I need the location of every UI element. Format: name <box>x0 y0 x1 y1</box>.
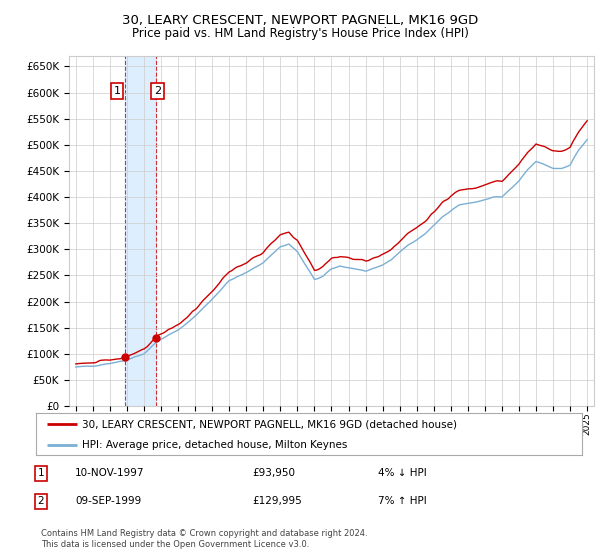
Text: 1: 1 <box>113 86 121 96</box>
Text: 7% ↑ HPI: 7% ↑ HPI <box>378 496 427 506</box>
Text: 2: 2 <box>154 86 161 96</box>
Text: 09-SEP-1999: 09-SEP-1999 <box>75 496 141 506</box>
Text: 30, LEARY CRESCENT, NEWPORT PAGNELL, MK16 9GD (detached house): 30, LEARY CRESCENT, NEWPORT PAGNELL, MK1… <box>82 419 457 429</box>
Text: £129,995: £129,995 <box>252 496 302 506</box>
Text: £93,950: £93,950 <box>252 468 295 478</box>
Text: 4% ↓ HPI: 4% ↓ HPI <box>378 468 427 478</box>
Text: 30, LEARY CRESCENT, NEWPORT PAGNELL, MK16 9GD: 30, LEARY CRESCENT, NEWPORT PAGNELL, MK1… <box>122 14 478 27</box>
Text: 10-NOV-1997: 10-NOV-1997 <box>75 468 145 478</box>
Bar <box>125 56 156 406</box>
Text: 1: 1 <box>37 468 44 478</box>
Text: Contains HM Land Registry data © Crown copyright and database right 2024.
This d: Contains HM Land Registry data © Crown c… <box>41 529 367 549</box>
Text: HPI: Average price, detached house, Milton Keynes: HPI: Average price, detached house, Milt… <box>82 440 348 450</box>
Text: 2: 2 <box>37 496 44 506</box>
Text: Price paid vs. HM Land Registry's House Price Index (HPI): Price paid vs. HM Land Registry's House … <box>131 27 469 40</box>
